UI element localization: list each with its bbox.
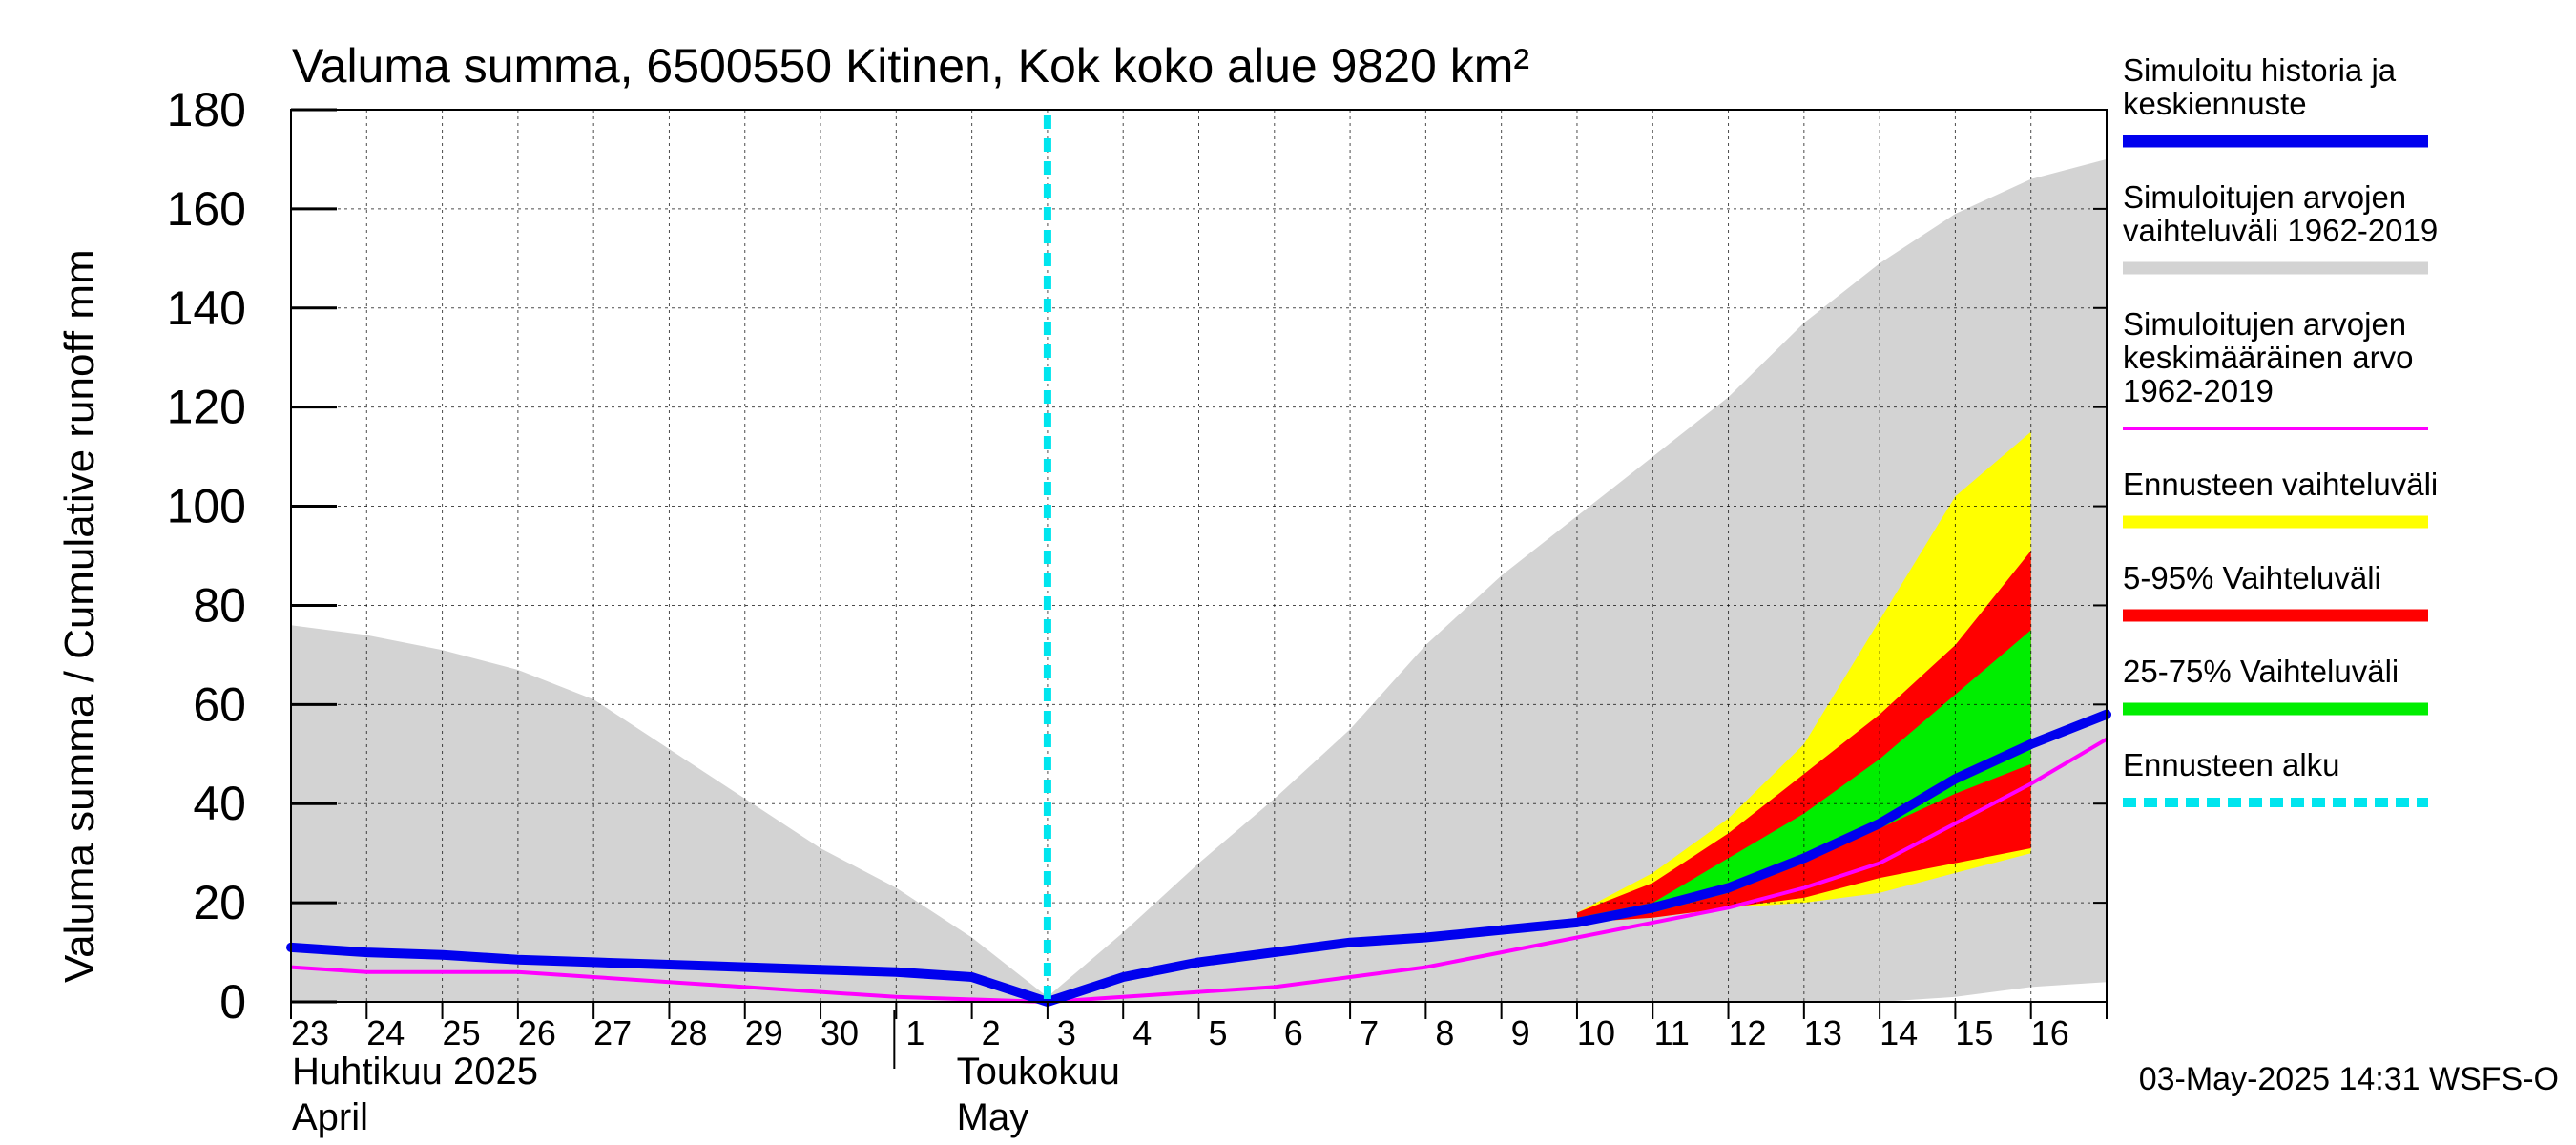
y-tick-label: 80 [193, 578, 246, 632]
chart-title: Valuma summa, 6500550 Kitinen, Kok koko … [292, 39, 1529, 93]
y-tick-label: 180 [167, 83, 246, 136]
x-tick-label: 2 [982, 1013, 1001, 1052]
legend-item: 25-75% Vaihteluväli [2123, 654, 2428, 716]
x-tick-label: 25 [443, 1013, 481, 1052]
x-tick-label: 24 [366, 1013, 405, 1052]
historical-mean-line [290, 737, 2109, 1004]
x-tick-label: 11 [1654, 1013, 1690, 1052]
x-tick-label: 12 [1729, 1013, 1767, 1052]
forecast-mean-line [286, 709, 2111, 1007]
x-tick-label: 26 [518, 1013, 556, 1052]
p5-95-range-area [1577, 551, 2031, 923]
month-label-en: April [292, 1096, 368, 1138]
x-tick-label: 28 [669, 1013, 707, 1052]
legend-label: vaihteluväli 1962-2019 [2123, 213, 2438, 248]
y-tick-label: 140 [167, 281, 246, 335]
legend-label: keskimääräinen arvo [2123, 340, 2413, 375]
month-label-en: May [957, 1096, 1029, 1138]
legend-label: 5-95% Vaihteluväli [2123, 560, 2381, 595]
timestamp: 03-May-2025 14:31 WSFS-O [2139, 1061, 2559, 1097]
line-layer [286, 115, 2111, 1007]
x-tick-label: 15 [1955, 1013, 1993, 1052]
y-tick-label: 120 [167, 381, 246, 434]
y-tick-label: 60 [193, 677, 246, 731]
legend-label: keskiennuste [2123, 86, 2307, 121]
x-tick-label: 6 [1284, 1013, 1303, 1052]
month-label-fi: Huhtikuu 2025 [292, 1051, 538, 1093]
legend-label: 25-75% Vaihteluväli [2123, 654, 2399, 689]
x-tick-label: 30 [821, 1013, 859, 1052]
legend-item: Ennusteen vaihteluväli [2123, 467, 2438, 529]
legend-label: Simuloitu historia ja [2123, 52, 2397, 88]
x-tick-label: 4 [1132, 1013, 1152, 1052]
legend: Simuloitu historia jakeskiennusteSimuloi… [2123, 52, 2438, 807]
grid-layer [291, 109, 2107, 1002]
legend-label: Ennusteen alku [2123, 747, 2340, 782]
y-tick-label: 40 [193, 777, 246, 830]
x-tick-label: 8 [1435, 1013, 1454, 1052]
y-tick-label: 20 [193, 876, 246, 929]
legend-label: Simuloitujen arvojen [2123, 306, 2406, 342]
x-tick-label: 9 [1511, 1013, 1530, 1052]
legend-label: 1962-2019 [2123, 373, 2274, 408]
p25-75-range-area [1577, 630, 2031, 923]
legend-label: Ennusteen vaihteluväli [2123, 467, 2438, 502]
y-tick-label: 100 [167, 480, 246, 533]
x-tick-label: 16 [2031, 1013, 2069, 1052]
x-tick-label: 27 [593, 1013, 632, 1052]
y-axis-label: Valuma summa / Cumulative runoff mm [56, 249, 103, 983]
legend-item: Ennusteen alku [2123, 747, 2428, 807]
x-tick-label: 29 [745, 1013, 783, 1052]
x-tick-label: 1 [905, 1013, 924, 1052]
legend-label: Simuloitujen arvojen [2123, 179, 2406, 215]
x-tick-label: 3 [1057, 1013, 1076, 1052]
x-tick-label: 13 [1804, 1013, 1842, 1052]
legend-item: 5-95% Vaihteluväli [2123, 560, 2428, 622]
y-tick-label: 0 [219, 975, 246, 1029]
x-tick-label: 14 [1880, 1013, 1918, 1052]
x-tick-label: 7 [1360, 1013, 1379, 1052]
y-tick-label: 160 [167, 182, 246, 236]
x-tick-label: 5 [1208, 1013, 1227, 1052]
month-label-fi: Toukokuu [957, 1051, 1120, 1093]
x-tick-label: 10 [1577, 1013, 1615, 1052]
x-tick-label: 23 [291, 1013, 329, 1052]
